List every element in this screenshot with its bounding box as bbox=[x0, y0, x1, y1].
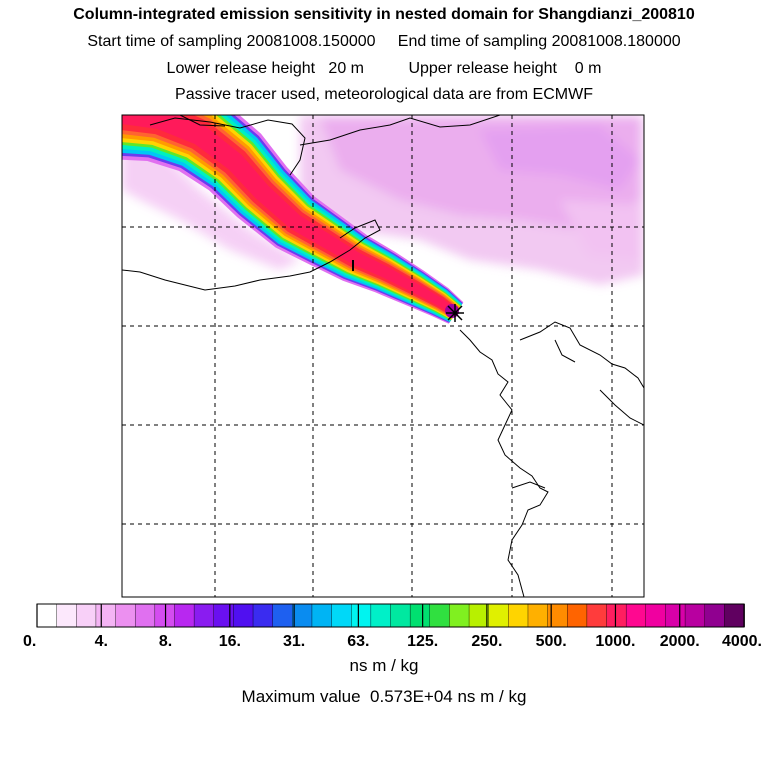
release-heights-line: Lower release height 20 m Upper release … bbox=[166, 60, 602, 77]
border-line bbox=[122, 219, 381, 291]
colorbar-cell bbox=[429, 603, 451, 628]
coastline bbox=[599, 389, 644, 426]
background-sensitivity bbox=[122, 115, 644, 285]
colorbar-cell bbox=[606, 603, 627, 628]
colorbar-tick-label: 1000. bbox=[595, 633, 635, 650]
colorbar-tick-label: 2000. bbox=[660, 633, 700, 650]
colorbar-cell bbox=[370, 603, 392, 628]
colorbar-cell bbox=[508, 603, 529, 628]
colorbar-tick-label: 16. bbox=[219, 633, 241, 650]
colorbar-cell bbox=[174, 603, 195, 628]
sensitivity-map bbox=[121, 114, 645, 598]
colorbar-cell bbox=[351, 603, 372, 628]
border-line bbox=[299, 115, 501, 146]
colorbar-tick-label: 500. bbox=[536, 633, 567, 650]
colorbar-cell bbox=[272, 603, 294, 628]
border-line bbox=[179, 115, 226, 127]
colorbar-labels: 0. 4. 8. 16. 31. 63. 125. 250. 500. 1000. 2000. 400… bbox=[23, 633, 762, 650]
colorbar-tick-label: 125. bbox=[407, 633, 438, 650]
coastline bbox=[511, 481, 546, 489]
colorbar: 0. 4. 8. 16. 31. 63. 125. 250. 500. 1000. 2000. 400… bbox=[23, 603, 762, 650]
colorbar-cells bbox=[36, 603, 745, 628]
maximum-value-text: Maximum value 0.573E+04 ns m / kg bbox=[241, 687, 527, 706]
colorbar-tick-label: 0. bbox=[23, 633, 36, 650]
tracer-info-line: Passive tracer used, meteorological data… bbox=[175, 86, 593, 103]
coastline bbox=[519, 321, 644, 389]
colorbar-cell bbox=[625, 603, 647, 628]
colorbar-tick-label: 63. bbox=[347, 633, 369, 650]
colorbar-tick-label: 4000. bbox=[722, 633, 762, 650]
coastline bbox=[554, 339, 576, 363]
colorbar-cell bbox=[193, 603, 215, 628]
colorbar-cell bbox=[586, 603, 608, 628]
colorbar-cell bbox=[56, 603, 78, 628]
sensitivity-plume bbox=[122, 115, 464, 324]
colorbar-tick-label: 250. bbox=[471, 633, 502, 650]
colorbar-cell bbox=[527, 603, 549, 628]
colorbar-cell bbox=[95, 603, 117, 628]
colorbar-frame bbox=[36, 603, 745, 628]
colorbar-cell bbox=[233, 603, 254, 628]
colorbar-cell bbox=[252, 603, 274, 628]
colorbar-cell bbox=[134, 603, 156, 628]
coastline bbox=[459, 329, 549, 597]
colorbar-cell bbox=[36, 603, 58, 628]
colorbar-cell bbox=[704, 603, 726, 628]
map-frame bbox=[121, 114, 645, 598]
colorbar-cell bbox=[449, 603, 470, 628]
colorbar-cell bbox=[567, 603, 588, 628]
colorbar-ticks bbox=[36, 604, 745, 627]
coastlines-and-borders bbox=[122, 115, 644, 597]
colorbar-cell bbox=[468, 603, 490, 628]
colorbar-cell bbox=[115, 603, 136, 628]
colorbar-cell bbox=[213, 603, 235, 628]
colorbar-tick-label: 4. bbox=[95, 633, 108, 650]
colorbar-cell bbox=[76, 603, 97, 628]
sampling-times-line: Start time of sampling 20081008.150000 E… bbox=[87, 33, 681, 50]
colorbar-cell bbox=[665, 603, 686, 628]
colorbar-tick-label: 31. bbox=[283, 633, 305, 650]
colorbar-cell bbox=[488, 603, 510, 628]
colorbar-cell bbox=[311, 603, 333, 628]
colorbar-cell bbox=[409, 603, 431, 628]
colorbar-cell bbox=[684, 603, 706, 628]
colorbar-cell bbox=[724, 603, 745, 628]
border-line bbox=[149, 117, 306, 176]
colorbar-cell bbox=[390, 603, 411, 628]
colorbar-units: ns m / kg bbox=[349, 656, 419, 675]
chart-title: Column-integrated emission sensitivity i… bbox=[73, 6, 695, 23]
colorbar-cell bbox=[331, 603, 353, 628]
map-gridlines bbox=[122, 115, 644, 597]
colorbar-tick-label: 8. bbox=[159, 633, 172, 650]
asterisk-star-icon bbox=[446, 304, 464, 322]
plume-band bbox=[122, 115, 458, 316]
colorbar-cell bbox=[645, 603, 667, 628]
colorbar-cell bbox=[292, 603, 313, 628]
